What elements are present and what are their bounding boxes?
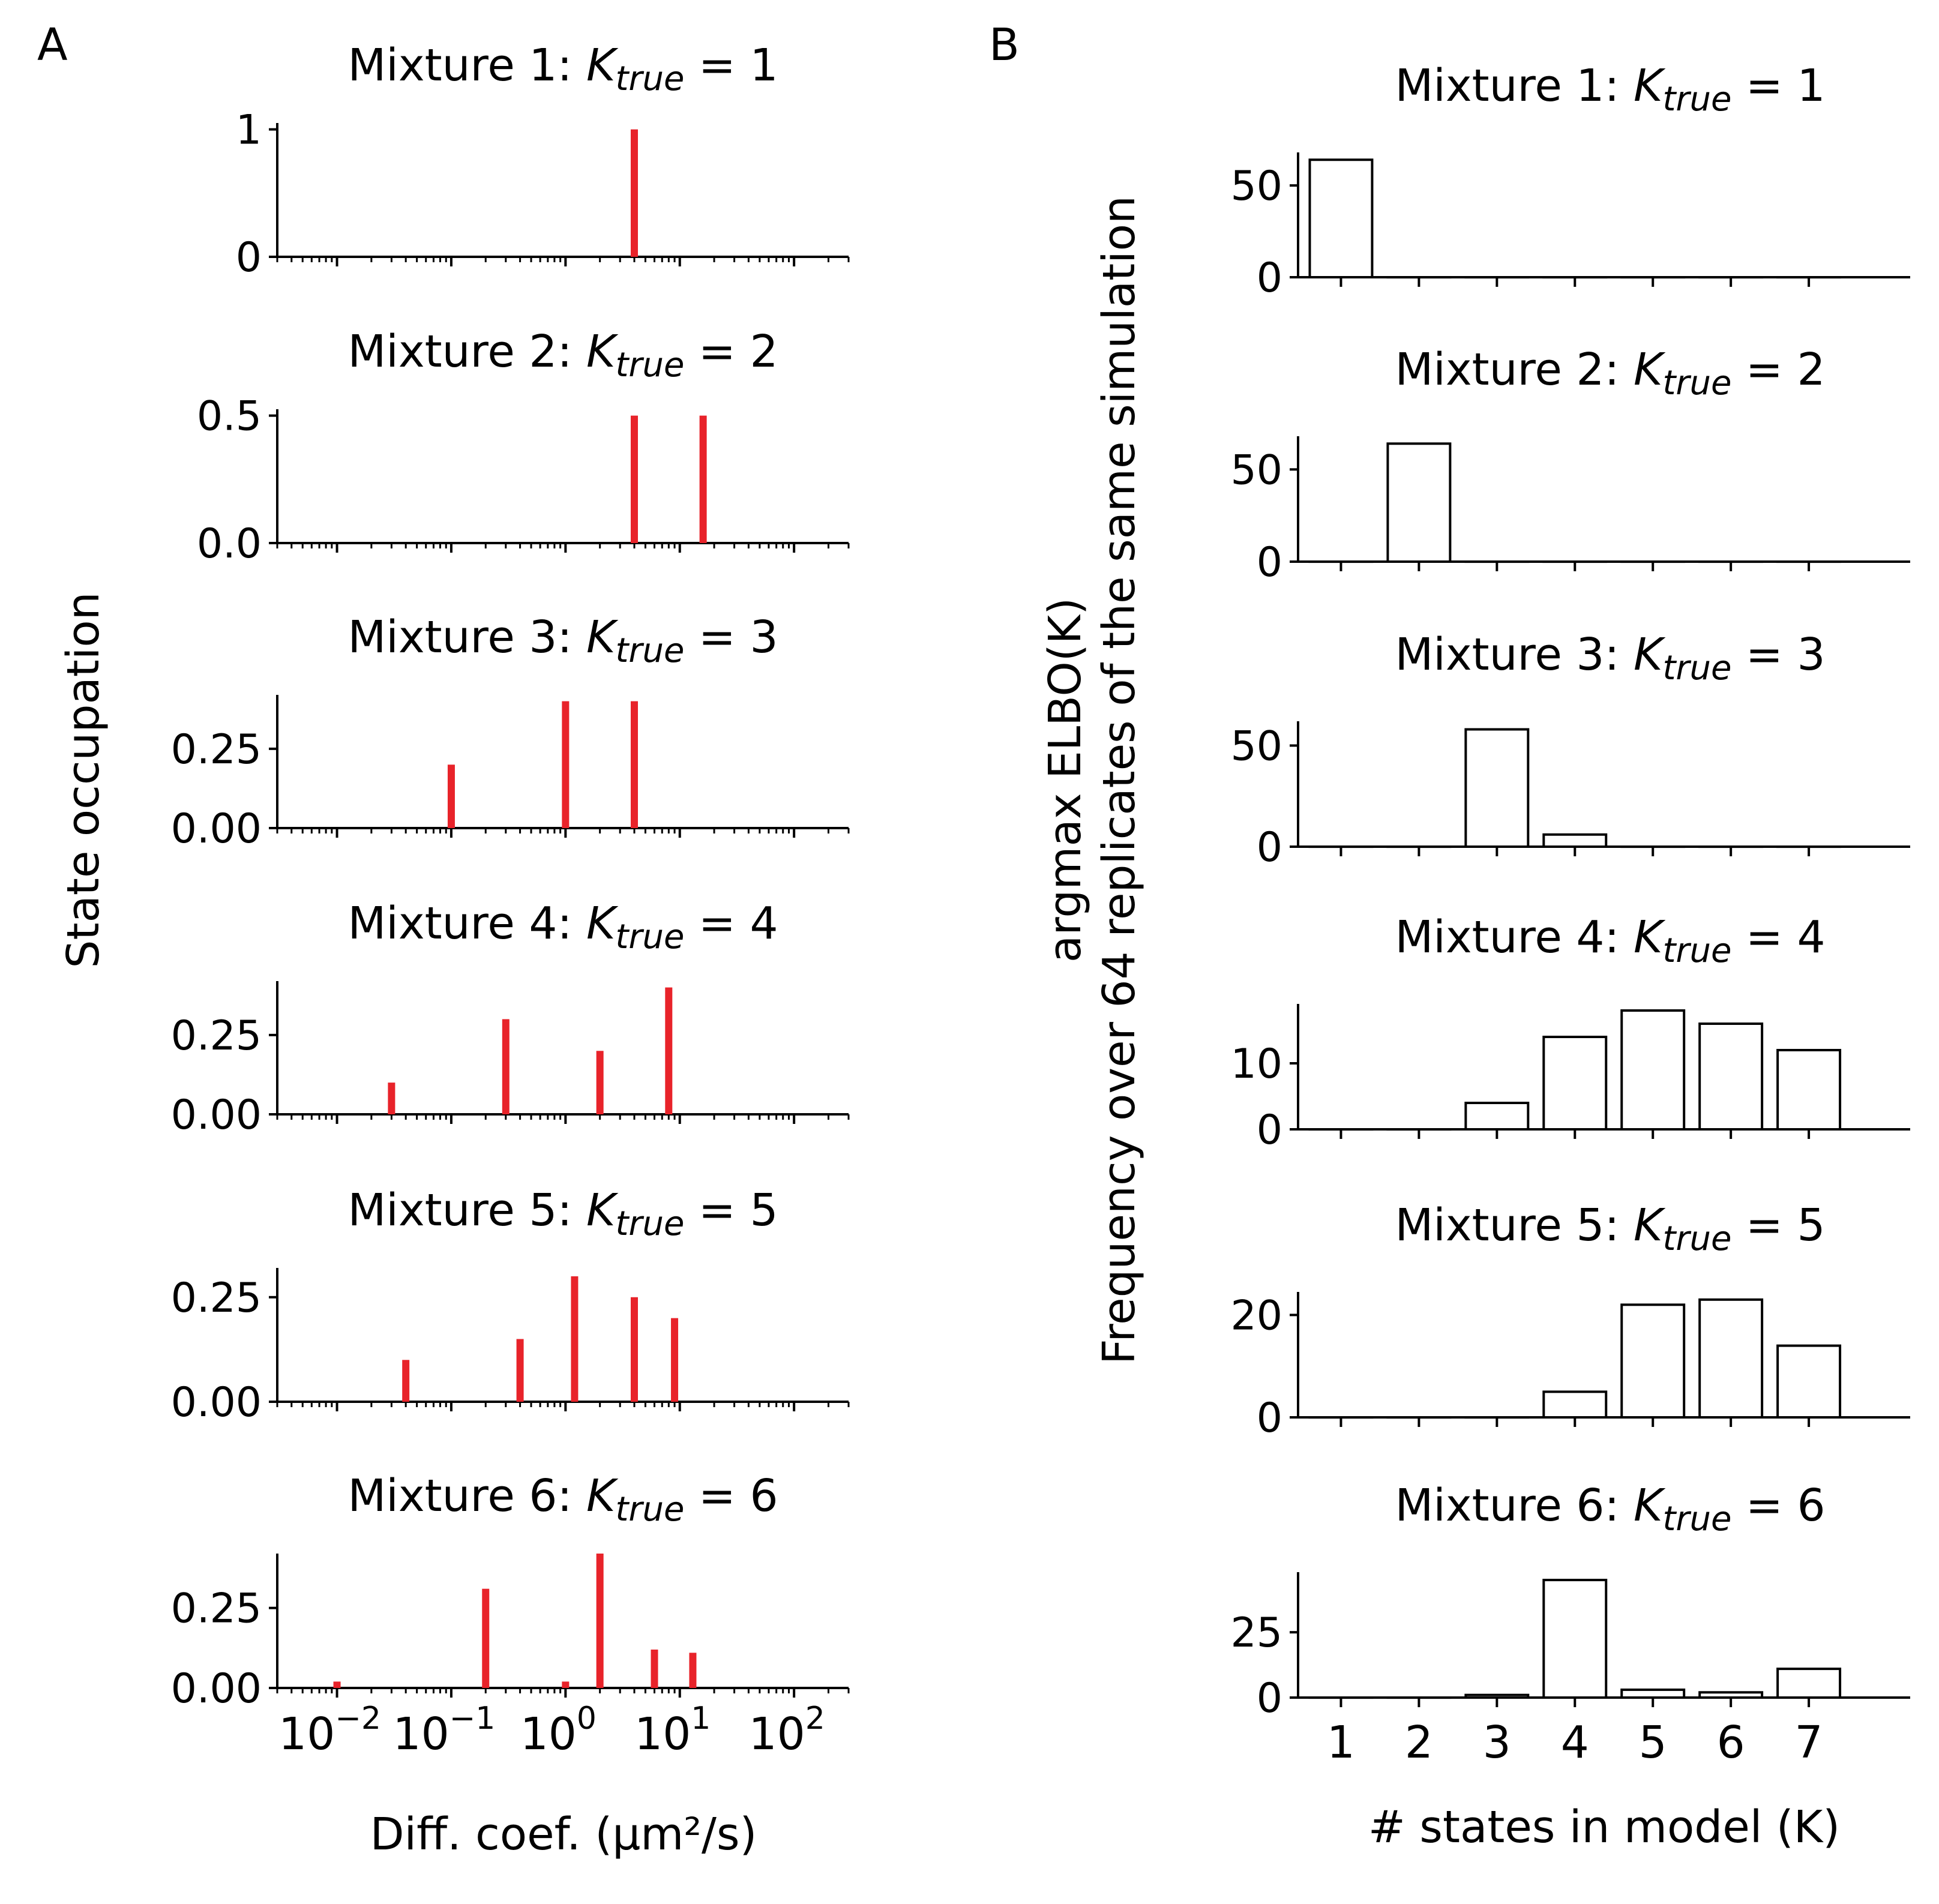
panel-b-xlabel: # states in model (K) bbox=[1368, 1801, 1840, 1853]
panel-a-title-4: Mixture 4: Ktrue = 4 bbox=[347, 898, 778, 957]
panel-b-bar-5-4 bbox=[1542, 1390, 1608, 1419]
panel-b-ytick-label-6-0: 0 bbox=[1257, 1675, 1282, 1722]
panel-a-bar-5-5 bbox=[671, 1318, 679, 1402]
panel-b-ytick-label-1-0: 0 bbox=[1257, 254, 1282, 302]
panel-b-bar-1-1 bbox=[1308, 158, 1374, 278]
panel-a-bar-5-2 bbox=[516, 1339, 524, 1402]
panel-a-title-3: Mixture 3: Ktrue = 3 bbox=[347, 611, 778, 670]
panel-a-bar-5-1 bbox=[402, 1360, 410, 1402]
panel-b-title-1: Mixture 1: Ktrue = 1 bbox=[1395, 60, 1825, 119]
panel-a-title-2: Mixture 2: Ktrue = 2 bbox=[347, 326, 778, 385]
panel-a-bar-3-1 bbox=[447, 764, 455, 828]
panel-a-ytick-label-1-0: 0 bbox=[236, 234, 262, 281]
panel-a-xtick-label-4: 101 bbox=[634, 1701, 711, 1760]
panel-b-title-2: Mixture 2: Ktrue = 2 bbox=[1395, 344, 1825, 403]
panel-a-ytick-label-5-0: 0.00 bbox=[171, 1379, 262, 1426]
panel-b-title-3: Mixture 3: Ktrue = 3 bbox=[1395, 629, 1825, 688]
panel-a-bar-4-2 bbox=[502, 1019, 510, 1114]
panel-b-label: B bbox=[989, 19, 1020, 71]
panel-b-bar-3-4 bbox=[1542, 833, 1608, 848]
panel-b-bar-4-3 bbox=[1464, 1102, 1530, 1131]
panel-b-title-5: Mixture 5: Ktrue = 5 bbox=[1395, 1200, 1825, 1258]
panel-b-bar-5-7 bbox=[1776, 1344, 1842, 1419]
panel-a-xtick-label-2: 10−1 bbox=[393, 1701, 496, 1760]
panel-b-ytick-label-6-1: 25 bbox=[1230, 1609, 1282, 1657]
panel-b-title-4: Mixture 4: Ktrue = 4 bbox=[1395, 911, 1825, 970]
panel-a-bar-6-6 bbox=[689, 1653, 697, 1688]
panel-b-title-6: Mixture 6: Ktrue = 6 bbox=[1395, 1480, 1825, 1539]
panel-a-bar-3-3 bbox=[630, 701, 638, 828]
panel-b-ytick-label-5-0: 0 bbox=[1257, 1395, 1282, 1442]
panel-b-ytick-label-4-0: 0 bbox=[1257, 1107, 1282, 1154]
panel-b-bar-6-7 bbox=[1776, 1668, 1842, 1699]
panel-a-xtick-label-1: 10−2 bbox=[278, 1701, 381, 1760]
panel-b-ylabel-line1: argmax ELBO(K) bbox=[1039, 598, 1091, 963]
panel-a-bar-2-1 bbox=[630, 415, 638, 543]
panel-a-title-6: Mixture 6: Ktrue = 6 bbox=[347, 1470, 778, 1529]
panel-b-xtick-label-6: 6 bbox=[1717, 1717, 1745, 1768]
panel-b-bar-3-3 bbox=[1464, 728, 1530, 848]
panel-a-bar-4-1 bbox=[388, 1083, 395, 1114]
panel-a-ytick-label-6-1: 0.25 bbox=[171, 1585, 262, 1633]
panel-b-xtick-label-5: 5 bbox=[1639, 1717, 1667, 1768]
panel-b-xtick-label-7: 7 bbox=[1795, 1717, 1823, 1768]
panel-a-title-1: Mixture 1: Ktrue = 1 bbox=[347, 40, 778, 98]
panel-b-bar-2-2 bbox=[1386, 442, 1452, 563]
panel-a-bar-6-4 bbox=[596, 1554, 604, 1688]
panel-b-bar-4-4 bbox=[1542, 1036, 1608, 1131]
panel-a-label: A bbox=[37, 19, 68, 71]
panel-a-bar-5-3 bbox=[571, 1276, 579, 1402]
panel-a-bar-4-3 bbox=[596, 1051, 604, 1114]
panel-a-bar-1-1 bbox=[630, 129, 638, 257]
panel-b-ytick-label-2-0: 0 bbox=[1257, 539, 1282, 586]
panel-b-bar-4-7 bbox=[1776, 1049, 1842, 1131]
panel-a-ytick-label-1-1: 1 bbox=[236, 107, 262, 154]
panel-b-xtick-label-1: 1 bbox=[1327, 1717, 1355, 1768]
panel-a-ytick-label-3-0: 0.00 bbox=[171, 805, 262, 853]
panel-a-ytick-label-5-1: 0.25 bbox=[171, 1275, 262, 1322]
panel-a-bar-6-5 bbox=[651, 1650, 658, 1688]
panel-b-bar-4-5 bbox=[1620, 1009, 1686, 1131]
panel-b-ytick-label-2-1: 50 bbox=[1230, 446, 1282, 494]
panel-a-bar-3-2 bbox=[562, 701, 570, 828]
panel-a-ylabel: State occupation bbox=[58, 592, 109, 968]
panel-b-ytick-label-3-0: 0 bbox=[1257, 824, 1282, 871]
panel-a-ytick-label-4-1: 0.25 bbox=[171, 1012, 262, 1060]
panel-a-ytick-label-2-0: 0.0 bbox=[197, 520, 262, 568]
panel-b-bar-4-6 bbox=[1698, 1023, 1764, 1131]
panel-b-xtick-label-4: 4 bbox=[1561, 1717, 1589, 1768]
panel-a-bar-4-4 bbox=[665, 987, 673, 1114]
panel-a-ytick-label-2-1: 0.5 bbox=[197, 393, 262, 440]
panel-a-bar-6-2 bbox=[482, 1588, 490, 1688]
panel-a-ytick-label-3-1: 0.25 bbox=[171, 726, 262, 773]
panel-b-bar-6-4 bbox=[1542, 1579, 1608, 1699]
panel-a-xlabel: Diff. coef. (μm²/s) bbox=[370, 1809, 757, 1860]
panel-a-bar-5-4 bbox=[630, 1297, 638, 1402]
panel-b-bar-5-6 bbox=[1698, 1298, 1764, 1419]
panel-a-ytick-label-4-0: 0.00 bbox=[171, 1092, 262, 1139]
panel-b-ytick-label-4-1: 10 bbox=[1230, 1041, 1282, 1088]
panel-a-bar-2-2 bbox=[699, 415, 707, 543]
panel-a-bar-6-3 bbox=[562, 1681, 570, 1688]
panel-b-ytick-label-3-1: 50 bbox=[1230, 722, 1282, 770]
panel-a-ytick-label-6-0: 0.00 bbox=[171, 1665, 262, 1713]
panel-a-xtick-label-5: 102 bbox=[749, 1701, 825, 1760]
panel-b-xtick-label-2: 2 bbox=[1405, 1717, 1433, 1768]
panel-a-bar-6-1 bbox=[333, 1681, 341, 1688]
panel-a-title-5: Mixture 5: Ktrue = 5 bbox=[347, 1185, 778, 1243]
panel-a-xtick-label-3: 100 bbox=[520, 1701, 597, 1760]
panel-b-ytick-label-1-1: 50 bbox=[1230, 163, 1282, 210]
panel-b-xtick-label-3: 3 bbox=[1483, 1717, 1511, 1768]
panel-b-ylabel-line2: Frequency over 64 replicates of the same… bbox=[1093, 196, 1145, 1365]
panel-b-bar-5-5 bbox=[1620, 1303, 1686, 1419]
panel-b-ytick-label-5-1: 20 bbox=[1230, 1292, 1282, 1339]
